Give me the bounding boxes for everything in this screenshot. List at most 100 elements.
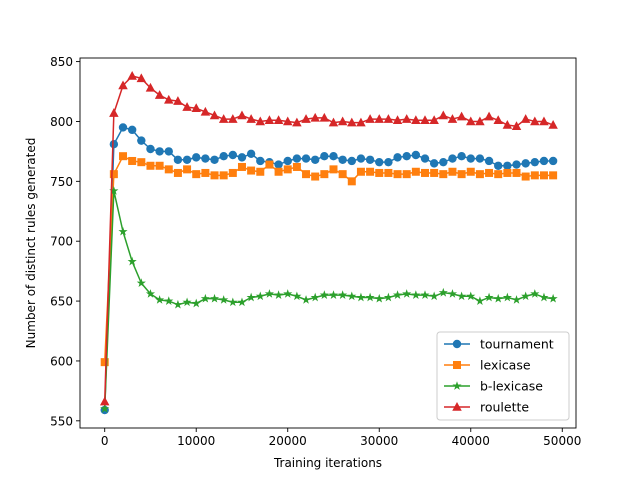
- data-point-lexicase: [338, 170, 347, 179]
- data-point-b-lexicase: [237, 297, 247, 307]
- data-point-lexicase: [439, 170, 448, 179]
- data-point-roulette: [255, 116, 266, 126]
- data-point-roulette: [154, 90, 165, 99]
- data-point-b-lexicase: [127, 256, 137, 266]
- data-point-roulette: [118, 80, 128, 90]
- y-tick-label: 750: [50, 175, 73, 189]
- y-tick-label: 650: [50, 295, 73, 309]
- data-point-b-lexicase: [310, 292, 320, 302]
- data-point-b-lexicase: [511, 295, 522, 304]
- data-point-lexicase: [485, 168, 494, 177]
- x-tick-label: 40000: [452, 434, 490, 448]
- data-point-tournament: [475, 154, 485, 163]
- legend-marker-tournament: [452, 339, 462, 349]
- data-point-lexicase: [228, 168, 237, 177]
- data-point-lexicase: [494, 170, 503, 179]
- data-point-b-lexicase: [246, 292, 256, 302]
- data-point-roulette: [136, 73, 147, 83]
- data-point-tournament: [494, 161, 503, 170]
- data-point-roulette: [109, 108, 119, 117]
- legend: tournament lexicase b-lexicase roulette: [436, 331, 570, 421]
- data-point-tournament: [256, 156, 265, 166]
- data-point-b-lexicase: [447, 289, 458, 298]
- data-point-roulette: [484, 111, 494, 121]
- data-point-tournament: [393, 153, 402, 162]
- data-point-b-lexicase: [283, 289, 293, 298]
- data-point-lexicase: [219, 171, 228, 180]
- data-point-lexicase: [256, 167, 265, 176]
- data-point-b-lexicase: [402, 289, 412, 298]
- data-point-lexicase: [119, 152, 128, 161]
- data-point-lexicase: [164, 165, 173, 174]
- data-point-roulette: [466, 116, 476, 126]
- data-point-tournament: [338, 155, 347, 164]
- data-point-roulette: [548, 120, 558, 129]
- legend-marker-b-lexicase: [452, 381, 462, 390]
- data-point-roulette: [218, 114, 229, 123]
- data-point-roulette: [447, 114, 458, 123]
- data-point-roulette: [347, 117, 357, 127]
- data-point-b-lexicase: [521, 291, 531, 301]
- data-point-tournament: [182, 155, 192, 164]
- data-point-b-lexicase: [466, 291, 476, 301]
- data-point-b-lexicase: [438, 287, 448, 297]
- data-point-b-lexicase: [411, 290, 421, 299]
- data-point-roulette: [493, 115, 503, 125]
- data-point-tournament: [466, 154, 475, 163]
- data-point-b-lexicase: [319, 290, 329, 299]
- data-point-lexicase: [539, 171, 548, 180]
- data-point-roulette: [246, 114, 256, 123]
- data-point-tournament: [420, 154, 430, 163]
- data-point-roulette: [438, 110, 449, 120]
- data-point-b-lexicase: [200, 293, 210, 303]
- data-point-b-lexicase: [502, 292, 512, 302]
- series-tournament: [100, 123, 558, 415]
- data-point-lexicase: [366, 167, 375, 176]
- data-point-tournament: [530, 157, 540, 167]
- data-point-lexicase: [292, 162, 301, 171]
- data-point-lexicase: [109, 170, 118, 179]
- data-point-tournament: [521, 159, 530, 168]
- data-point-b-lexicase: [328, 290, 339, 299]
- series-lexicase: [100, 152, 558, 367]
- data-point-b-lexicase: [392, 290, 403, 299]
- data-point-tournament: [439, 157, 448, 167]
- data-point-tournament: [310, 155, 320, 164]
- data-point-tournament: [173, 155, 183, 164]
- data-point-tournament: [274, 160, 283, 169]
- data-point-b-lexicase: [182, 297, 192, 307]
- data-point-roulette: [237, 110, 247, 120]
- data-point-tournament: [548, 156, 558, 166]
- data-point-tournament: [292, 154, 302, 163]
- x-tick-label: 10000: [177, 434, 215, 448]
- y-tick-label: 800: [50, 115, 73, 129]
- data-point-roulette: [191, 103, 201, 113]
- data-point-b-lexicase: [374, 293, 384, 303]
- data-point-roulette: [182, 102, 192, 111]
- data-point-tournament: [429, 159, 439, 168]
- data-point-lexicase: [512, 168, 521, 177]
- data-point-tournament: [127, 125, 137, 135]
- data-point-tournament: [137, 136, 146, 145]
- y-tick-label: 550: [50, 414, 73, 428]
- data-point-lexicase: [503, 168, 512, 177]
- data-point-b-lexicase: [383, 292, 393, 302]
- x-tick-label: 30000: [360, 434, 398, 448]
- data-point-lexicase: [283, 165, 292, 174]
- data-point-tournament: [210, 155, 219, 164]
- data-point-lexicase: [155, 161, 164, 170]
- data-point-roulette: [374, 114, 384, 123]
- legend-label-tournament: tournament: [480, 337, 554, 352]
- data-point-lexicase: [137, 158, 146, 167]
- data-point-roulette: [319, 112, 330, 122]
- x-tick-label: 0: [101, 434, 109, 448]
- y-tick-label: 850: [50, 55, 73, 69]
- data-point-lexicase: [402, 170, 411, 179]
- data-point-lexicase: [210, 171, 219, 180]
- data-point-roulette: [337, 116, 348, 126]
- data-point-b-lexicase: [365, 292, 375, 302]
- data-point-tournament: [301, 154, 311, 163]
- data-point-roulette: [145, 82, 156, 92]
- series-roulette: [99, 70, 558, 406]
